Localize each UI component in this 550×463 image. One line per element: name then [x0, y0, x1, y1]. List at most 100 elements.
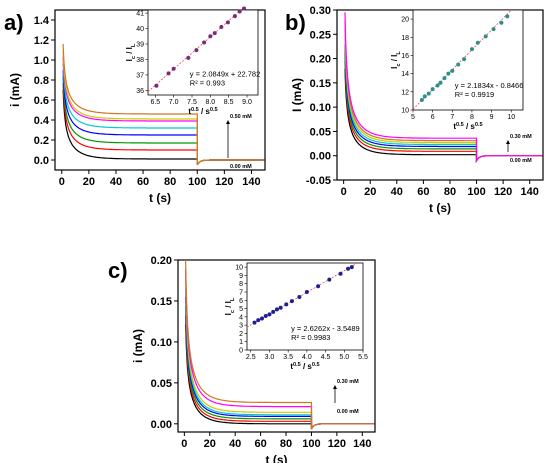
concentration-top-label: 0.30 mM [337, 379, 359, 385]
x-tick-label: 0 [181, 438, 187, 450]
x-axis-label: t (s) [149, 191, 171, 205]
y-tick-label: -0.05 [306, 175, 331, 187]
inset-y-tick-label: 8 [239, 281, 243, 288]
inset-data-point [219, 25, 224, 29]
inset-data-point [430, 87, 435, 92]
panel-label: a) [4, 10, 24, 35]
concentration-bottom-label: 0.00 mM [230, 164, 252, 170]
fit-equation: y = 2.1834x - 0.8466 [455, 81, 524, 90]
x-tick-label: 140 [242, 176, 260, 188]
inset-data-point [212, 31, 217, 36]
y-tick-label: 0.10 [310, 102, 331, 114]
x-axis-label: t (s) [429, 201, 451, 215]
inset-data-point [426, 91, 431, 96]
inset-x-tick-label: 4.5 [321, 354, 331, 361]
inset-data-point [284, 302, 289, 307]
label-part: L [230, 297, 236, 301]
arrow-head-icon [333, 385, 337, 389]
inset-x-tick-label: 3.5 [283, 354, 293, 361]
inset-x-tick-label: 6 [431, 114, 435, 121]
x-tick-label: 60 [417, 186, 429, 198]
inset-data-point [186, 55, 191, 60]
fit-line [413, 10, 512, 110]
inset-x-tick-label: 4.0 [302, 354, 312, 361]
x-tick-label: 40 [110, 176, 122, 188]
inset-data-point [297, 294, 302, 299]
x-tick-label: 0 [59, 176, 65, 188]
inset-y-tick-label: 9 [239, 273, 243, 280]
inset-data-point [271, 309, 276, 314]
label-part: 0.5 [475, 122, 483, 128]
inset-data-point [232, 14, 237, 19]
inset-data-point [505, 14, 510, 19]
inset-data-point [456, 62, 461, 67]
y-tick-label: 0.10 [151, 337, 172, 349]
inset-y-tick-label: 36 [136, 88, 144, 95]
fit-r-squared: R² = 0.9983 [291, 333, 330, 342]
inset-data-point [422, 94, 427, 99]
inset-y-tick-label: 10 [401, 108, 409, 115]
concentration-top-label: 0.30 mM [510, 134, 532, 140]
transient-series [62, 43, 265, 166]
inset-x-tick-label: 8 [470, 114, 474, 121]
y-tick-label: 0.15 [310, 78, 331, 90]
label-part: / I [390, 55, 399, 64]
fit-r-squared: R² = 0.993 [190, 78, 225, 87]
inset-data-point [263, 314, 268, 319]
inset-data-point [338, 271, 343, 276]
inset-data-point [462, 57, 467, 62]
label-part: 0.5 [456, 122, 464, 128]
inset-x-tick-label: 2.5 [246, 354, 256, 361]
y-tick-label: 0.00 [310, 151, 331, 163]
arrow-head-icon [506, 140, 510, 144]
y-tick-label: 0.4 [34, 115, 50, 127]
inset-data-point [208, 34, 213, 39]
label-part: / I [125, 47, 134, 56]
x-tick-label: 120 [215, 176, 233, 188]
inset-data-point [252, 320, 257, 325]
inset-x-tick-label: 3.0 [265, 354, 275, 361]
inset-data-point [237, 9, 242, 14]
concentration-bottom-label: 0.00 mM [510, 158, 532, 164]
inset-y-tick-label: 6 [239, 298, 243, 305]
y-tick-label: 0.8 [34, 75, 49, 87]
inset-x-axis-label: t0.5 / s0.5 [453, 122, 482, 131]
inset-y-tick-label: 37 [136, 72, 144, 79]
inset-x-tick-label: 5 [411, 114, 415, 121]
inset-data-point [450, 68, 455, 73]
inset-y-tick-label: 1 [239, 339, 243, 346]
inset-x-tick-label: 9 [490, 114, 494, 121]
inset-data-point [289, 299, 294, 304]
label-part: 0.5 [312, 362, 320, 368]
inset-y-tick-label: 7 [239, 290, 243, 297]
label-part: t [453, 122, 456, 131]
inset-data-point [166, 71, 171, 76]
inset-data-point [278, 305, 283, 310]
fit-equation: y = 2.0849x + 22.782 [190, 69, 260, 78]
inset-data-point [171, 66, 176, 71]
label-part: 0.5 [191, 107, 199, 113]
label-part: / s [199, 107, 211, 116]
inset-x-tick-label: 5.0 [339, 354, 349, 361]
panel-label: b) [285, 10, 306, 35]
x-tick-label: 60 [254, 438, 266, 450]
y-tick-label: 0.0 [34, 155, 49, 167]
inset-x-tick-label: 10 [507, 114, 515, 121]
inset-y-tick-label: 10 [235, 265, 243, 272]
plot-frame [177, 259, 376, 433]
x-tick-label: 120 [494, 186, 512, 198]
label-part: c [396, 63, 402, 66]
label-part: 0.5 [210, 107, 218, 113]
inset-data-point [256, 318, 261, 323]
inset-x-tick-label: 7.0 [169, 99, 179, 106]
label-part: I [390, 67, 399, 69]
inset-x-axis-label: t0.5 / s0.5 [188, 107, 217, 116]
inset-data-point [483, 34, 488, 39]
y-tick-label: 1.4 [34, 15, 50, 27]
inset-data-point [194, 48, 199, 53]
label-part: L [396, 51, 402, 55]
y-axis-label: i (mA) [8, 73, 22, 107]
panel-label: c) [108, 258, 128, 283]
inset-y-tick-label: 38 [136, 57, 144, 64]
